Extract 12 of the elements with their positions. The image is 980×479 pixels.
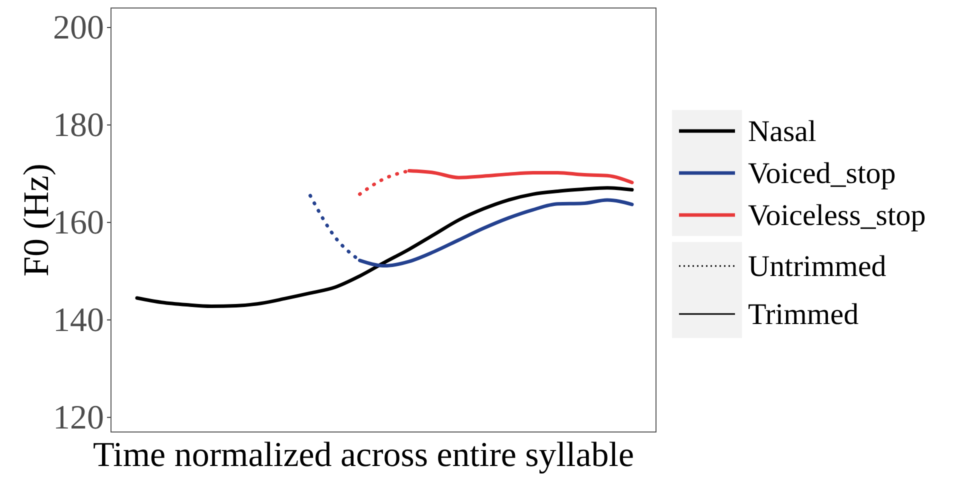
y-axis-title: F0 (Hz) bbox=[16, 164, 56, 276]
legend-label: Voiced_stop bbox=[748, 157, 896, 190]
x-axis-title: Time normalized across entire syllable bbox=[92, 435, 634, 474]
text: Trimmed bbox=[748, 298, 859, 331]
legend-label: Voiceless_stop bbox=[748, 199, 926, 232]
legend-label: Nasal bbox=[748, 115, 816, 148]
y-tick-label: 140 bbox=[53, 302, 104, 339]
line-series bbox=[135, 186, 634, 308]
y-tick-label: 120 bbox=[53, 399, 104, 436]
y-tick-label: 180 bbox=[53, 106, 104, 144]
text: Untrimmed bbox=[748, 250, 886, 283]
y-tick-label: 200 bbox=[53, 9, 104, 46]
